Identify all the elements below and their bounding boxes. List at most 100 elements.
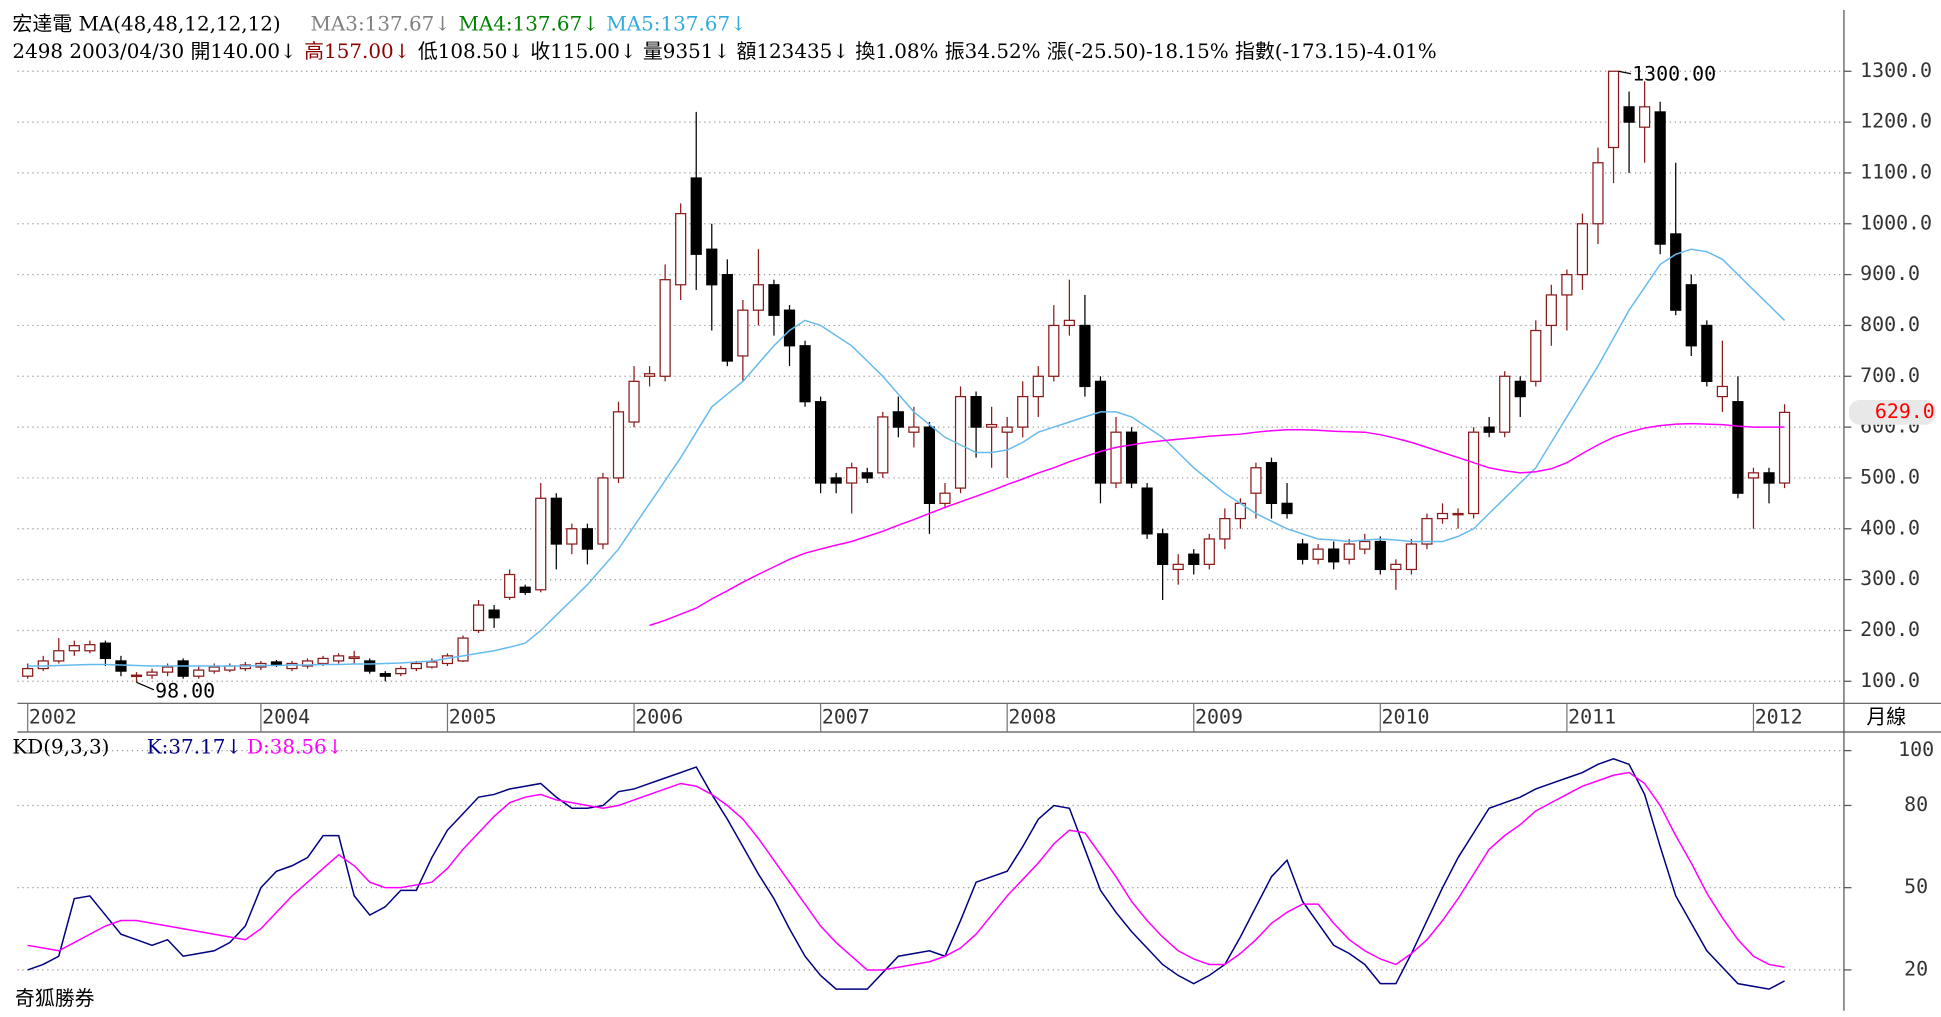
y-tick-label: 50 xyxy=(1904,875,1928,898)
candle-body xyxy=(566,528,578,545)
candle-body xyxy=(472,604,485,632)
candle-body xyxy=(348,656,360,660)
candle-body xyxy=(162,666,174,673)
candle-body xyxy=(37,660,49,670)
candle-body xyxy=(130,674,143,678)
y-tick-label: 1300.0 xyxy=(1860,59,1932,82)
candle-body xyxy=(659,279,671,377)
x-tick-label: 2007 xyxy=(822,706,870,729)
candle-body xyxy=(970,395,982,428)
x-tick-label: 2008 xyxy=(1008,706,1056,729)
candle-body xyxy=(877,416,889,474)
candle-body xyxy=(1732,401,1744,494)
candle-body xyxy=(1530,329,1542,382)
candle-body xyxy=(908,426,920,433)
y-tick-label: 200.0 xyxy=(1860,618,1920,641)
y-tick-label: 500.0 xyxy=(1860,465,1920,488)
header-text: 低108.50↓ 收115.00↓ 量9351↓ 額123435↓ 換1.08%… xyxy=(418,40,1437,63)
line-series xyxy=(27,771,1785,971)
y-tick-label: 800.0 xyxy=(1860,313,1920,336)
candle-body xyxy=(581,528,593,550)
candle-body xyxy=(1094,380,1107,484)
candle-body xyxy=(535,497,547,591)
candle-body xyxy=(333,655,345,662)
candle-body xyxy=(675,212,687,286)
candle-body xyxy=(1561,273,1573,296)
candle-body xyxy=(317,657,329,665)
panel-title: KD(9,3,3) xyxy=(12,736,109,759)
max-leader xyxy=(1618,70,1632,75)
candle-body xyxy=(1374,540,1386,571)
candle-body xyxy=(1685,284,1697,347)
candle-body xyxy=(457,637,469,662)
candle-body xyxy=(612,411,625,479)
candle-body xyxy=(706,248,718,286)
candle-body xyxy=(301,660,314,667)
candle-body xyxy=(426,661,438,668)
candle-body xyxy=(286,662,298,670)
y-tick-label: 1100.0 xyxy=(1860,160,1932,183)
y-tick-label: 700.0 xyxy=(1860,364,1920,387)
candle-body xyxy=(986,423,998,428)
candle-body xyxy=(1125,431,1138,484)
candle-body xyxy=(550,497,562,545)
candle-body xyxy=(1001,426,1013,433)
candle-body xyxy=(1701,324,1713,382)
candle-body xyxy=(379,673,391,677)
candle-body xyxy=(1390,563,1402,571)
candle-body xyxy=(1716,385,1728,398)
candle-body xyxy=(690,177,702,255)
candle-body xyxy=(830,477,842,484)
footer: 奇狐勝券 xyxy=(15,987,95,1010)
candle-body xyxy=(239,664,251,670)
candle-body xyxy=(1514,380,1526,398)
candle-body xyxy=(1623,106,1635,123)
candle-body xyxy=(177,660,189,677)
candle-body xyxy=(597,477,609,545)
candle-body xyxy=(1017,395,1029,428)
candle-body xyxy=(1141,487,1153,535)
y-tick-label: 900.0 xyxy=(1860,262,1920,285)
candle-body xyxy=(488,609,500,619)
candle-body xyxy=(643,373,656,377)
candle-body xyxy=(1359,540,1371,550)
candle-body xyxy=(208,666,220,672)
candle-body xyxy=(410,662,422,670)
candle-body xyxy=(1063,319,1075,327)
min-label: 98.00 xyxy=(155,680,215,703)
candle-body xyxy=(892,411,904,428)
legend-entry: D:38.56↓ xyxy=(247,736,343,759)
candle-body xyxy=(768,284,780,316)
candle-body xyxy=(115,660,127,672)
candle-body xyxy=(1157,533,1169,565)
candle-body xyxy=(939,492,951,504)
x-tick-label: 2005 xyxy=(449,706,497,729)
candle-body xyxy=(1483,426,1495,433)
candle-body xyxy=(1328,548,1340,563)
candle-body xyxy=(1312,548,1324,560)
x-tick-label: 2012 xyxy=(1755,706,1803,729)
header-text: 宏達電 MA(48,48,12,12,12) xyxy=(12,12,280,35)
candle-body xyxy=(395,667,407,675)
x-tick-label: 2009 xyxy=(1195,706,1243,729)
candle-body xyxy=(1436,512,1449,520)
candle-body xyxy=(1110,431,1122,484)
candle-body xyxy=(846,467,858,484)
candle-body xyxy=(1468,431,1480,515)
x-tick-label: 2006 xyxy=(635,706,683,729)
header-text: MA4:137.67↓ xyxy=(458,12,598,35)
y-tick-label: 1000.0 xyxy=(1860,211,1932,234)
candle-body xyxy=(628,380,640,423)
candle-body xyxy=(68,645,80,652)
candle-body xyxy=(1048,324,1060,377)
candle-body xyxy=(22,667,34,677)
candle-body xyxy=(84,644,96,652)
candle-body xyxy=(504,573,516,599)
candle-body xyxy=(1639,106,1651,128)
header-text: MA3:137.67↓ xyxy=(311,12,451,35)
candle-body xyxy=(1188,553,1200,565)
header-text: 2498 2003/04/30 開140.00↓ xyxy=(12,40,296,63)
candle-body xyxy=(1607,70,1620,149)
candle-body xyxy=(1576,223,1589,276)
